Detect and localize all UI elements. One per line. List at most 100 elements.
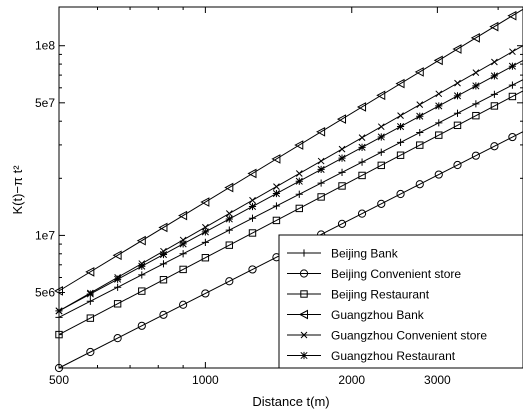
data-point-s2-p14: [357, 209, 367, 218]
data-point-s3-p2: [86, 314, 95, 322]
legend-label-4: Guangzhou Bank: [331, 308, 425, 322]
y-tick-label: 1e8: [35, 39, 55, 53]
data-point-s3-p17: [416, 141, 424, 149]
data-point-s6-p11: [295, 177, 303, 185]
data-point-s2-p4: [137, 321, 146, 330]
data-point-s3-p4: [138, 287, 146, 295]
data-point-s4-p2: [85, 267, 95, 277]
data-point-s6-p19: [453, 92, 462, 100]
data-point-s3-p7: [201, 254, 210, 262]
data-point-s2-p6: [179, 300, 188, 309]
data-point-s5-p20: [472, 69, 480, 76]
data-point-s2-p17: [415, 180, 424, 189]
legend-box: [278, 234, 523, 369]
legend-label-5: Guangzhou Convenient store: [331, 329, 487, 343]
data-point-s4-p6: [178, 210, 188, 221]
series-line-5: [58, 45, 523, 312]
data-point-s5-p21: [491, 58, 498, 66]
data-point-s5-p15: [377, 123, 385, 131]
data-point-s2-p18: [434, 170, 443, 179]
series-line-4: [58, 8, 523, 292]
legend-marker-3: [300, 290, 308, 298]
data-point-s1-p2: [86, 297, 94, 305]
legend-label-6: Guangzhou Restaurant: [331, 349, 456, 363]
data-point-s4-p12: [316, 126, 326, 137]
data-point-s1-p7: [201, 238, 209, 246]
data-point-s5-p11: [295, 170, 303, 177]
data-point-s6-p7: [201, 228, 209, 236]
data-point-s2-p15: [377, 199, 386, 208]
y-tick-label: 5e7: [35, 96, 55, 110]
legend-label-3: Beijing Restaurant: [331, 288, 430, 302]
y-tick-label: 5e6: [35, 286, 55, 300]
data-point-s1-p11: [295, 190, 303, 198]
data-point-s3-p18: [435, 131, 443, 139]
data-point-s3-p6: [179, 265, 187, 274]
data-point-s2-p9: [248, 265, 257, 274]
data-point-s6-p9: [248, 202, 257, 211]
data-point-s6-p20: [472, 82, 480, 90]
data-point-s4-p3: [112, 250, 122, 261]
data-point-s6-p13: [338, 154, 346, 162]
data-point-s4-p19: [452, 44, 462, 54]
data-point-s3-p12: [317, 193, 325, 201]
data-point-s4-p21: [489, 21, 499, 32]
data-point-s2-p21: [490, 142, 499, 151]
data-point-s2-p19: [453, 160, 462, 170]
data-point-s1-p13: [338, 168, 346, 176]
data-point-s5-p9: [249, 196, 256, 204]
data-point-s5-p16: [397, 112, 404, 119]
data-point-s3-p15: [377, 161, 385, 170]
data-point-s1-p17: [416, 128, 424, 137]
data-point-s6-p18: [435, 102, 443, 110]
series-line-1: [58, 79, 523, 318]
x-tick-label: 3000: [424, 373, 451, 387]
data-point-s5-p14: [358, 134, 366, 142]
x-tick-label: 1000: [192, 373, 219, 387]
data-point-s3-p8: [225, 241, 234, 249]
legend-marker-6: [300, 351, 308, 360]
data-point-s1-p3: [114, 283, 122, 291]
data-point-s1-p5: [159, 260, 168, 268]
data-point-s5-p8: [225, 210, 233, 217]
data-point-s6-p3: [114, 275, 122, 283]
data-point-s3-p13: [338, 182, 346, 190]
series-line-6: [58, 60, 523, 312]
data-point-s3-p21: [490, 102, 499, 110]
data-point-s6-p4: [138, 262, 146, 270]
data-point-s4-p16: [395, 78, 405, 89]
data-point-s3-p22: [508, 92, 517, 101]
legend: Beijing Bank Beijing Convenient store Beij…: [278, 234, 523, 369]
data-point-s3-p14: [358, 171, 366, 180]
data-point-s4-p7: [200, 197, 210, 207]
plot-markers: [53, 10, 517, 373]
data-point-s6-p6: [179, 240, 187, 248]
data-point-s5-p12: [317, 157, 325, 165]
data-point-s3-p16: [396, 151, 405, 159]
data-point-s3-p11: [295, 204, 303, 213]
data-point-s5-p22: [509, 48, 516, 56]
data-point-s2-p16: [396, 189, 405, 199]
data-point-s4-p14: [356, 102, 367, 112]
data-point-s3-p5: [159, 276, 168, 284]
data-point-s2-p7: [201, 289, 210, 298]
data-point-s6-p8: [225, 215, 233, 223]
y-axis-label: K(t)−π t²: [10, 165, 25, 215]
data-point-s3-p10: [272, 216, 281, 225]
x-tick-label: 500: [49, 373, 69, 387]
data-point-s3-p3: [113, 300, 122, 308]
data-point-s6-p17: [416, 112, 424, 120]
data-point-s4-p5: [158, 222, 168, 233]
data-point-s6-p21: [490, 72, 498, 80]
legend-marker-2: [299, 269, 309, 278]
data-point-s6-p14: [358, 143, 366, 151]
x-axis-label: Distance t(m): [252, 394, 329, 409]
data-point-s4-p10: [271, 154, 281, 164]
data-point-s6-p10: [272, 189, 281, 198]
data-point-s4-p13: [336, 114, 347, 124]
data-point-s1-p19: [453, 109, 462, 117]
y-tick-label: 1e7: [35, 228, 55, 242]
data-point-s6-p2: [86, 290, 94, 298]
data-point-s2-p3: [113, 334, 122, 343]
